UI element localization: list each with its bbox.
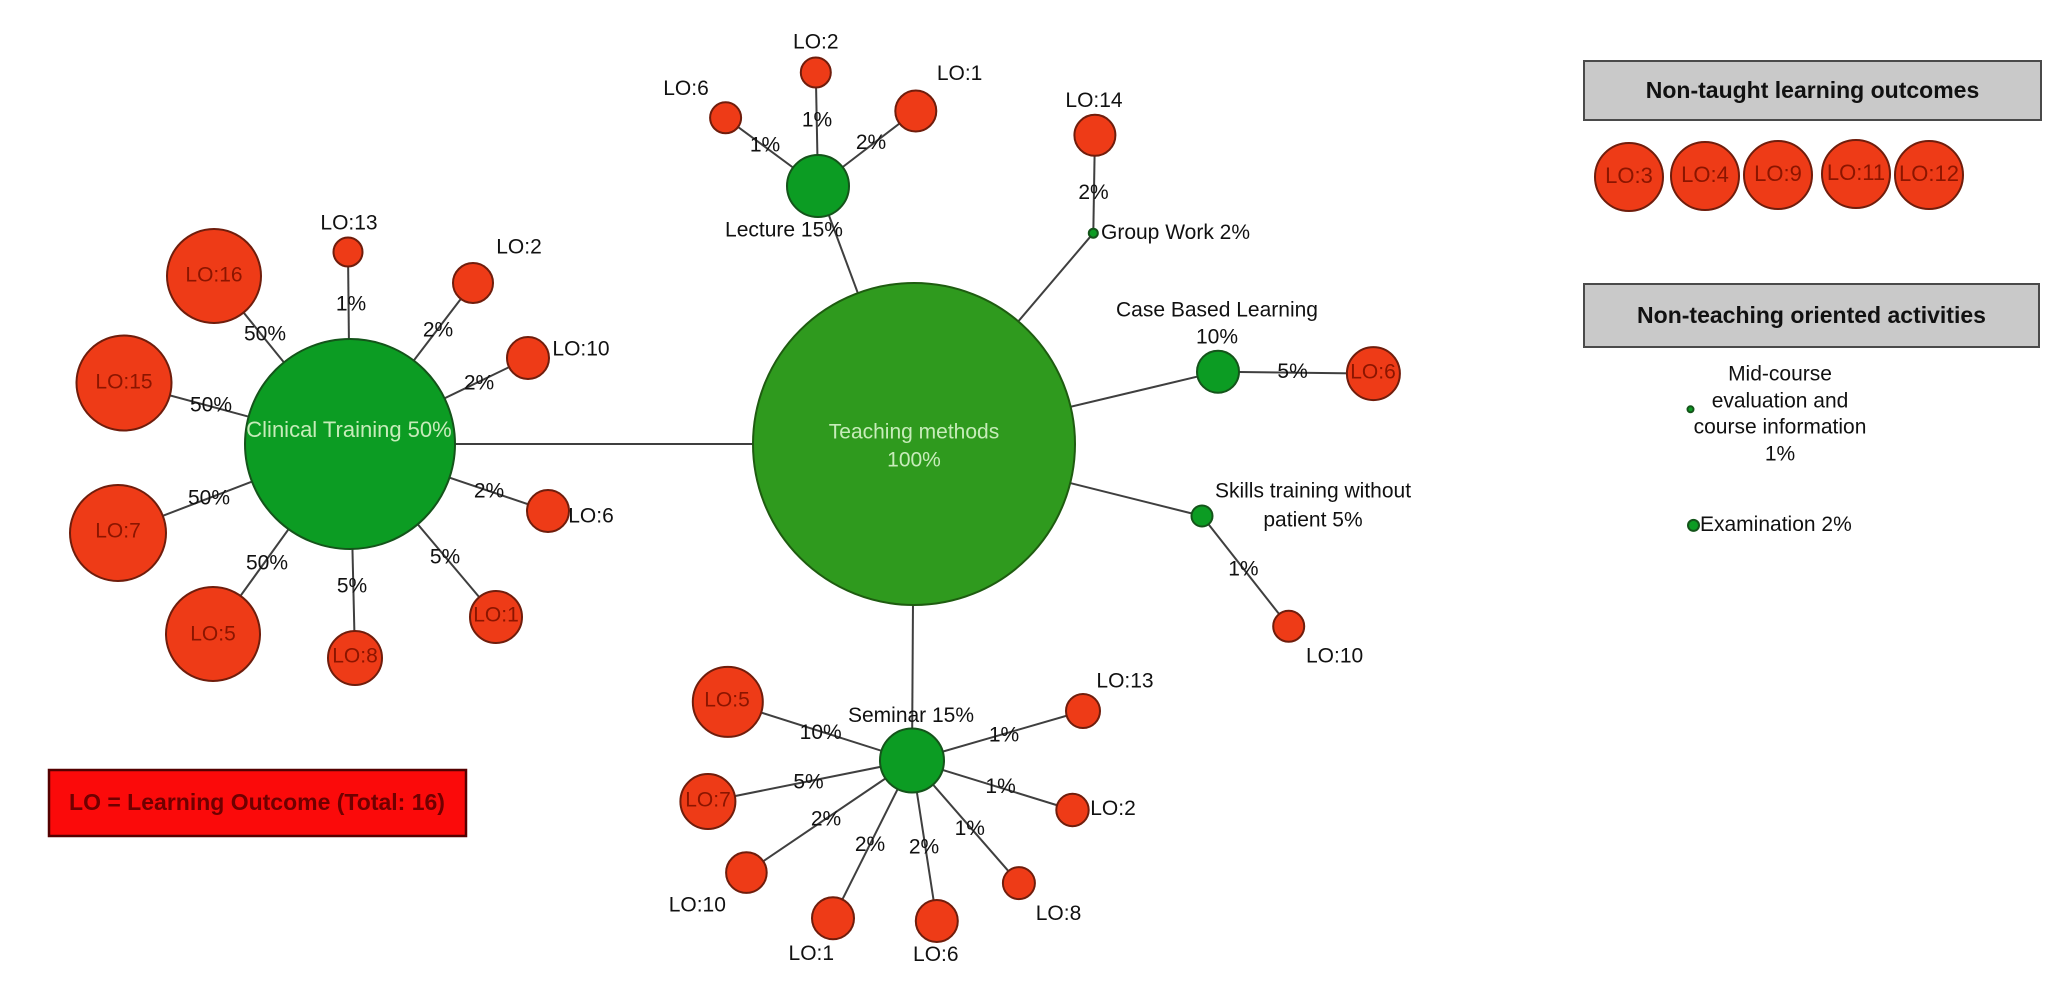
svg-text:LO:5: LO:5 (704, 689, 750, 712)
svg-text:1%: 1% (802, 109, 832, 132)
svg-text:LO:6: LO:6 (568, 505, 614, 528)
svg-text:Teaching methods: Teaching methods (829, 421, 999, 444)
svg-text:2%: 2% (855, 833, 885, 856)
svg-text:2%: 2% (464, 372, 494, 395)
svg-text:LO:15: LO:15 (95, 371, 152, 394)
svg-text:Clinical Training 50%: Clinical Training 50% (246, 417, 451, 442)
svg-text:evaluation and: evaluation and (1712, 390, 1849, 413)
svg-text:LO:16: LO:16 (185, 264, 242, 287)
svg-text:Non-taught learning outcomes: Non-taught learning outcomes (1646, 77, 1980, 103)
svg-text:LO:8: LO:8 (332, 645, 378, 668)
svg-text:LO:2: LO:2 (793, 31, 839, 54)
svg-text:LO:13: LO:13 (320, 212, 377, 235)
svg-text:50%: 50% (244, 323, 286, 346)
svg-text:LO:1: LO:1 (473, 604, 519, 627)
svg-text:Examination 2%: Examination 2% (1700, 513, 1852, 536)
svg-text:Case Based Learning: Case Based Learning (1116, 299, 1318, 322)
svg-text:2%: 2% (1078, 181, 1108, 204)
svg-text:10%: 10% (800, 721, 842, 744)
svg-text:LO:8: LO:8 (1036, 902, 1082, 925)
svg-text:course information: course information (1694, 416, 1867, 439)
svg-text:1%: 1% (1228, 558, 1258, 581)
svg-text:Group Work 2%: Group Work 2% (1101, 221, 1250, 244)
svg-text:1%: 1% (955, 817, 985, 840)
svg-text:LO:6: LO:6 (1350, 361, 1396, 384)
svg-text:1%: 1% (1765, 443, 1795, 466)
svg-text:100%: 100% (887, 449, 941, 472)
svg-text:2%: 2% (856, 131, 886, 154)
svg-text:2%: 2% (909, 836, 939, 859)
svg-text:Non-teaching oriented activiti: Non-teaching oriented activities (1637, 302, 1986, 328)
svg-text:LO:5: LO:5 (190, 623, 236, 646)
svg-text:2%: 2% (811, 808, 841, 831)
svg-text:LO:10: LO:10 (669, 893, 726, 916)
svg-text:Mid-course: Mid-course (1728, 363, 1832, 386)
svg-text:LO:9: LO:9 (1754, 161, 1802, 186)
svg-text:LO:10: LO:10 (552, 338, 609, 361)
svg-text:LO:1: LO:1 (789, 942, 835, 965)
svg-text:1%: 1% (989, 724, 1019, 747)
svg-text:2%: 2% (474, 480, 504, 503)
svg-text:patient 5%: patient 5% (1263, 509, 1362, 532)
svg-text:5%: 5% (337, 575, 367, 598)
svg-text:5%: 5% (430, 546, 460, 569)
svg-text:5%: 5% (793, 771, 823, 794)
svg-text:LO = Learning Outcome (Total:: LO = Learning Outcome (Total: 16) (69, 789, 445, 815)
svg-text:LO:2: LO:2 (496, 236, 542, 259)
svg-text:LO:6: LO:6 (663, 77, 709, 100)
svg-text:LO:4: LO:4 (1681, 162, 1729, 187)
svg-text:LO:14: LO:14 (1065, 89, 1123, 112)
svg-text:Seminar 15%: Seminar 15% (848, 704, 974, 727)
svg-text:1%: 1% (336, 293, 366, 316)
svg-text:1%: 1% (985, 775, 1015, 798)
svg-text:LO:2: LO:2 (1090, 797, 1136, 820)
svg-text:10%: 10% (1196, 326, 1238, 349)
svg-text:50%: 50% (246, 552, 288, 575)
svg-text:LO:10: LO:10 (1306, 645, 1363, 668)
svg-text:Skills training without: Skills training without (1215, 480, 1411, 503)
svg-text:5%: 5% (1277, 360, 1307, 383)
svg-text:1%: 1% (750, 134, 780, 157)
svg-text:LO:7: LO:7 (685, 789, 731, 812)
svg-text:50%: 50% (188, 487, 230, 510)
svg-text:LO:13: LO:13 (1096, 670, 1153, 693)
svg-text:LO:11: LO:11 (1827, 160, 1885, 185)
svg-text:LO:1: LO:1 (937, 62, 983, 85)
svg-text:2%: 2% (423, 319, 453, 342)
svg-text:LO:12: LO:12 (1899, 161, 1959, 186)
svg-text:Lecture 15%: Lecture 15% (725, 219, 843, 242)
svg-text:LO:7: LO:7 (95, 520, 141, 543)
svg-text:LO:6: LO:6 (913, 943, 959, 966)
svg-text:LO:3: LO:3 (1605, 163, 1653, 188)
svg-text:50%: 50% (190, 394, 232, 417)
